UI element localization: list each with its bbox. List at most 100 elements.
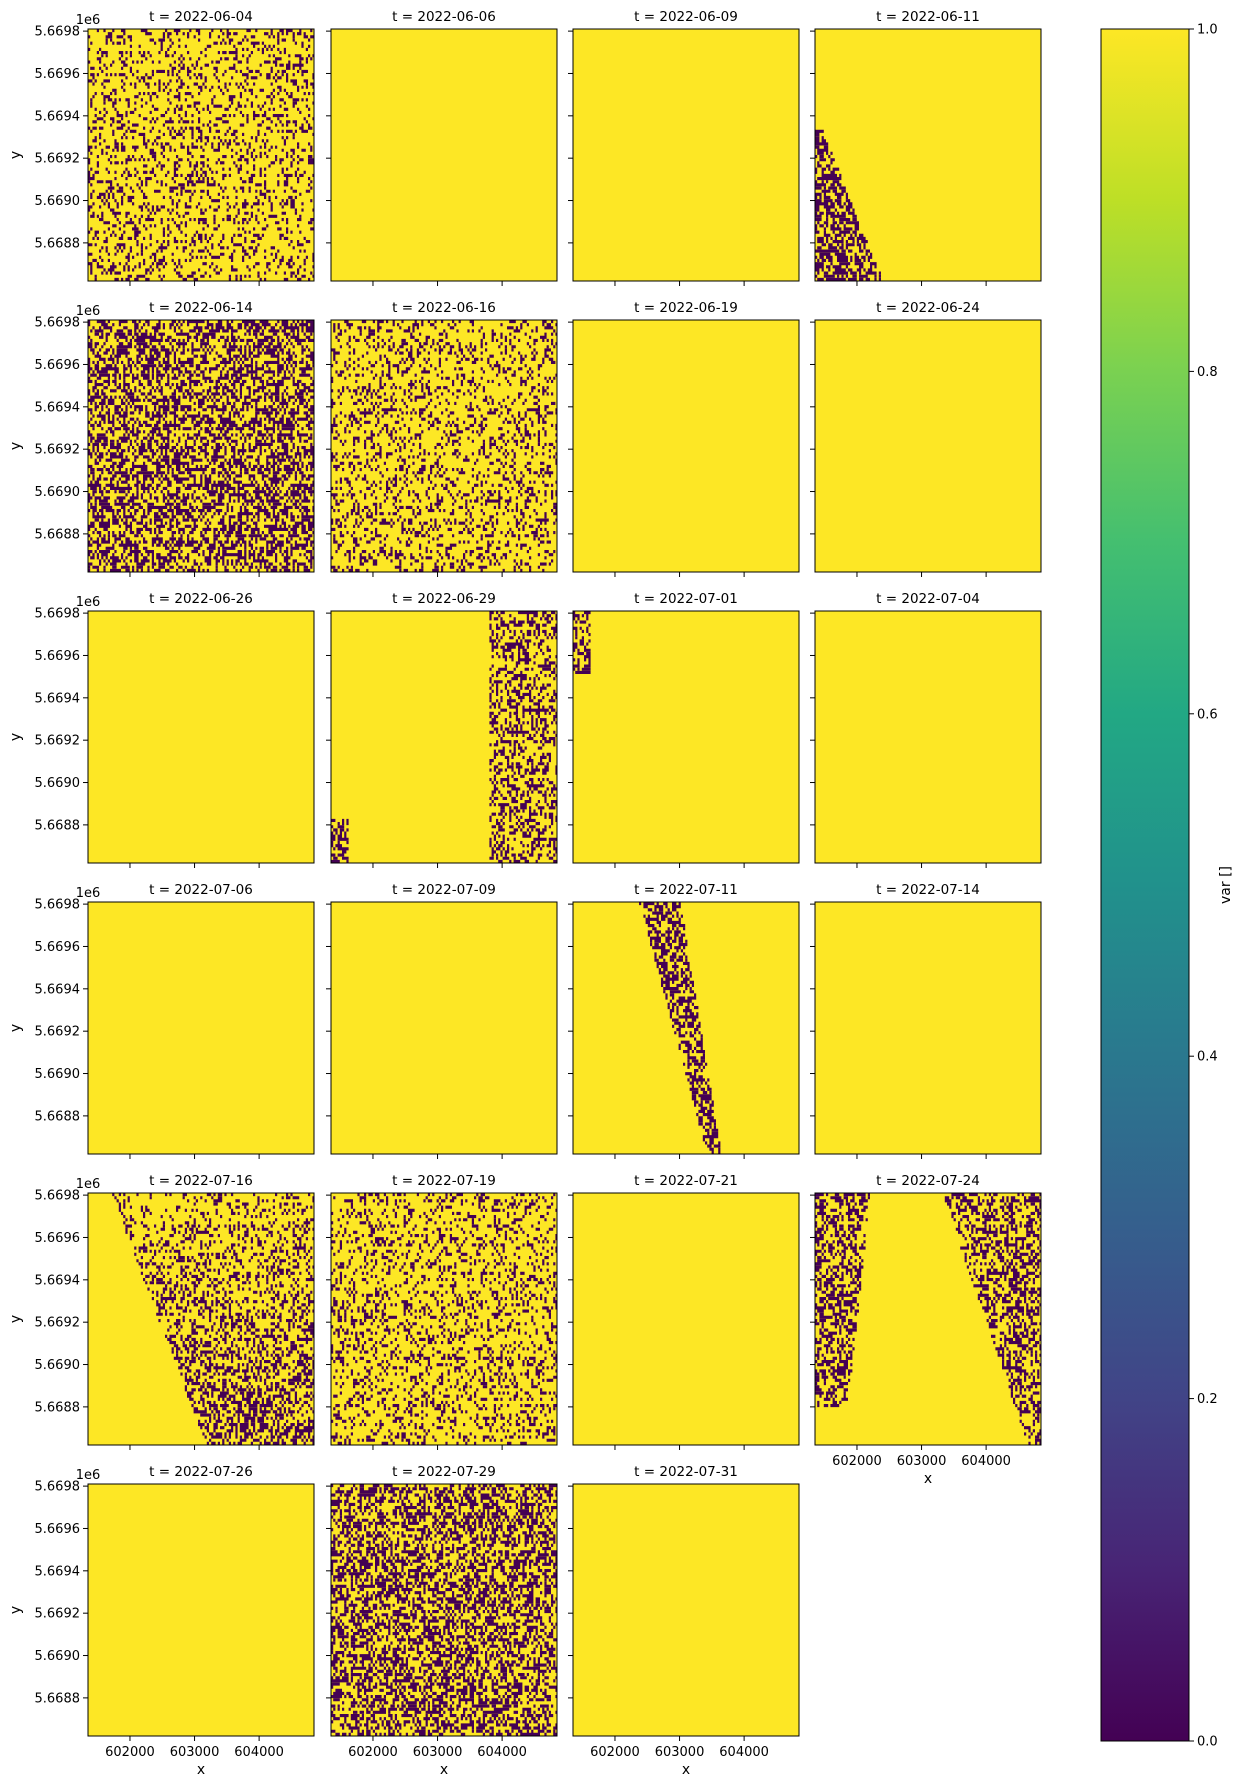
y-offset-label: 1e6 <box>76 886 101 901</box>
panel: t = 2022-06-29 <box>326 591 558 868</box>
y-tick-label: 5.6696 <box>35 940 81 955</box>
panel: t = 2022-06-11 <box>810 9 1042 286</box>
panel-frame <box>330 1192 558 1446</box>
panel-title: t = 2022-06-16 <box>392 300 496 316</box>
panel-title: t = 2022-06-09 <box>634 9 738 25</box>
heatmap-dark-cells <box>573 611 591 674</box>
panel-title: t = 2022-06-19 <box>634 300 738 316</box>
heatmap-image <box>88 611 314 863</box>
panel-title: t = 2022-06-26 <box>149 591 253 607</box>
x-tick-label: 603000 <box>655 1745 705 1760</box>
y-offset-label: 1e6 <box>76 13 101 28</box>
y-tick-label: 5.6692 <box>35 734 81 749</box>
y-axis-label: y <box>8 1315 24 1323</box>
panel-frame <box>814 28 1042 282</box>
x-tick-label: 602000 <box>105 1745 155 1760</box>
panel-title: t = 2022-07-09 <box>392 882 496 898</box>
panel: t = 2022-07-16 5.6698 5.6696 5.6694 5.6692 5.… <box>8 1173 315 1450</box>
panel-title: t = 2022-07-26 <box>149 1464 253 1480</box>
y-tick-label: 5.6696 <box>35 67 81 82</box>
heatmap-image <box>88 902 314 1154</box>
colorbar-tick-label: 0.2 <box>1197 1392 1218 1407</box>
y-tick-label: 5.6692 <box>35 1025 81 1040</box>
panel-title: t = 2022-06-24 <box>876 300 980 316</box>
panel-title: t = 2022-07-14 <box>876 882 980 898</box>
panel: t = 2022-07-11 <box>568 882 800 1159</box>
panel-frame <box>572 319 800 573</box>
panel: t = 2022-07-29 602000 603000 604000 x <box>326 1464 558 1778</box>
y-axis-label: y <box>8 442 24 450</box>
x-tick-label: 602000 <box>832 1454 882 1469</box>
panel-frame <box>87 319 315 573</box>
panel: t = 2022-06-06 <box>326 9 558 286</box>
colorbar-tick-label: 1.0 <box>1197 23 1218 38</box>
y-offset-label: 1e6 <box>76 595 101 610</box>
y-tick-label: 5.6688 <box>35 236 81 251</box>
y-axis-label: y <box>8 151 24 159</box>
y-tick-label: 5.6694 <box>35 1273 81 1288</box>
heatmap-dark-cells <box>112 1193 314 1445</box>
y-tick-label: 5.6694 <box>35 400 81 415</box>
panel-title: t = 2022-06-06 <box>392 9 496 25</box>
colorbar: 0.0 0.2 0.4 0.6 0.8 1.0 var [] <box>1100 23 1234 1750</box>
colorbar-gradient <box>1100 28 1190 1742</box>
y-tick-label: 5.6690 <box>35 776 81 791</box>
heatmap-dark-cells <box>88 29 314 281</box>
panel-title: t = 2022-07-21 <box>634 1173 738 1189</box>
y-offset-label: 1e6 <box>76 1468 101 1483</box>
heatmap-dark-cells <box>331 320 557 572</box>
panel: t = 2022-06-26 5.6698 5.6696 5.6694 5.6692 5.… <box>8 591 315 868</box>
x-tick-label: 602000 <box>348 1745 398 1760</box>
panel-title: t = 2022-06-14 <box>149 300 253 316</box>
panel-frame <box>330 901 558 1155</box>
y-tick-label: 5.6692 <box>35 443 81 458</box>
y-tick-label: 5.6688 <box>35 1691 81 1706</box>
panel: t = 2022-06-24 <box>810 300 1042 577</box>
panel-title: t = 2022-07-06 <box>149 882 253 898</box>
panel-grid: t = 2022-06-04 5.6698 5.6696 5.6694 5.6692 5.… <box>8 9 1042 1778</box>
x-tick-label: 604000 <box>719 1745 769 1760</box>
y-offset-label: 1e6 <box>76 304 101 319</box>
panel: t = 2022-06-09 <box>568 9 800 286</box>
x-tick-label: 604000 <box>234 1745 284 1760</box>
panel-title: t = 2022-06-11 <box>876 9 980 25</box>
x-tick-label: 603000 <box>897 1454 947 1469</box>
y-axis-label: y <box>8 1024 24 1032</box>
panel-frame <box>814 901 1042 1155</box>
heatmap-image <box>331 902 557 1154</box>
panel: t = 2022-07-01 <box>568 591 800 868</box>
panel: t = 2022-07-19 <box>326 1173 558 1450</box>
heatmap-image <box>88 1484 314 1736</box>
heatmap-dark-cells <box>331 1484 557 1736</box>
y-tick-label: 5.6696 <box>35 1231 81 1246</box>
panel-frame <box>330 319 558 573</box>
panel-title: t = 2022-07-31 <box>634 1464 738 1480</box>
panel: t = 2022-07-31 602000 603000 604000 x <box>568 1464 800 1778</box>
panel-frame <box>87 28 315 282</box>
x-tick-label: 603000 <box>170 1745 220 1760</box>
panel-frame <box>572 901 800 1155</box>
y-tick-label: 5.6696 <box>35 358 81 373</box>
y-offset-label: 1e6 <box>76 1177 101 1192</box>
panel-title: t = 2022-07-01 <box>634 591 738 607</box>
heatmap-dark-cells <box>639 902 721 1154</box>
colorbar-tick-label: 0.8 <box>1197 365 1218 380</box>
panel: t = 2022-06-14 5.6698 5.6696 5.6694 5.6692 5.… <box>8 300 315 577</box>
panel: t = 2022-07-04 <box>810 591 1042 868</box>
heatmap-image <box>573 320 799 572</box>
heatmap-image <box>573 29 799 281</box>
y-tick-label: 5.6694 <box>35 109 81 124</box>
x-tick-label: 604000 <box>961 1454 1011 1469</box>
y-tick-label: 5.6696 <box>35 649 81 664</box>
colorbar-tick-label: 0.0 <box>1197 1735 1218 1750</box>
heatmap-dark-cells <box>331 1193 557 1445</box>
panel: t = 2022-07-14 <box>810 882 1042 1159</box>
y-tick-label: 5.6698 <box>35 316 81 331</box>
y-tick-label: 5.6698 <box>35 1480 81 1495</box>
panel-frame <box>814 319 1042 573</box>
y-tick-label: 5.6694 <box>35 982 81 997</box>
y-tick-label: 5.6690 <box>35 1649 81 1664</box>
x-axis-label: x <box>924 1471 932 1487</box>
y-tick-label: 5.6698 <box>35 1189 81 1204</box>
